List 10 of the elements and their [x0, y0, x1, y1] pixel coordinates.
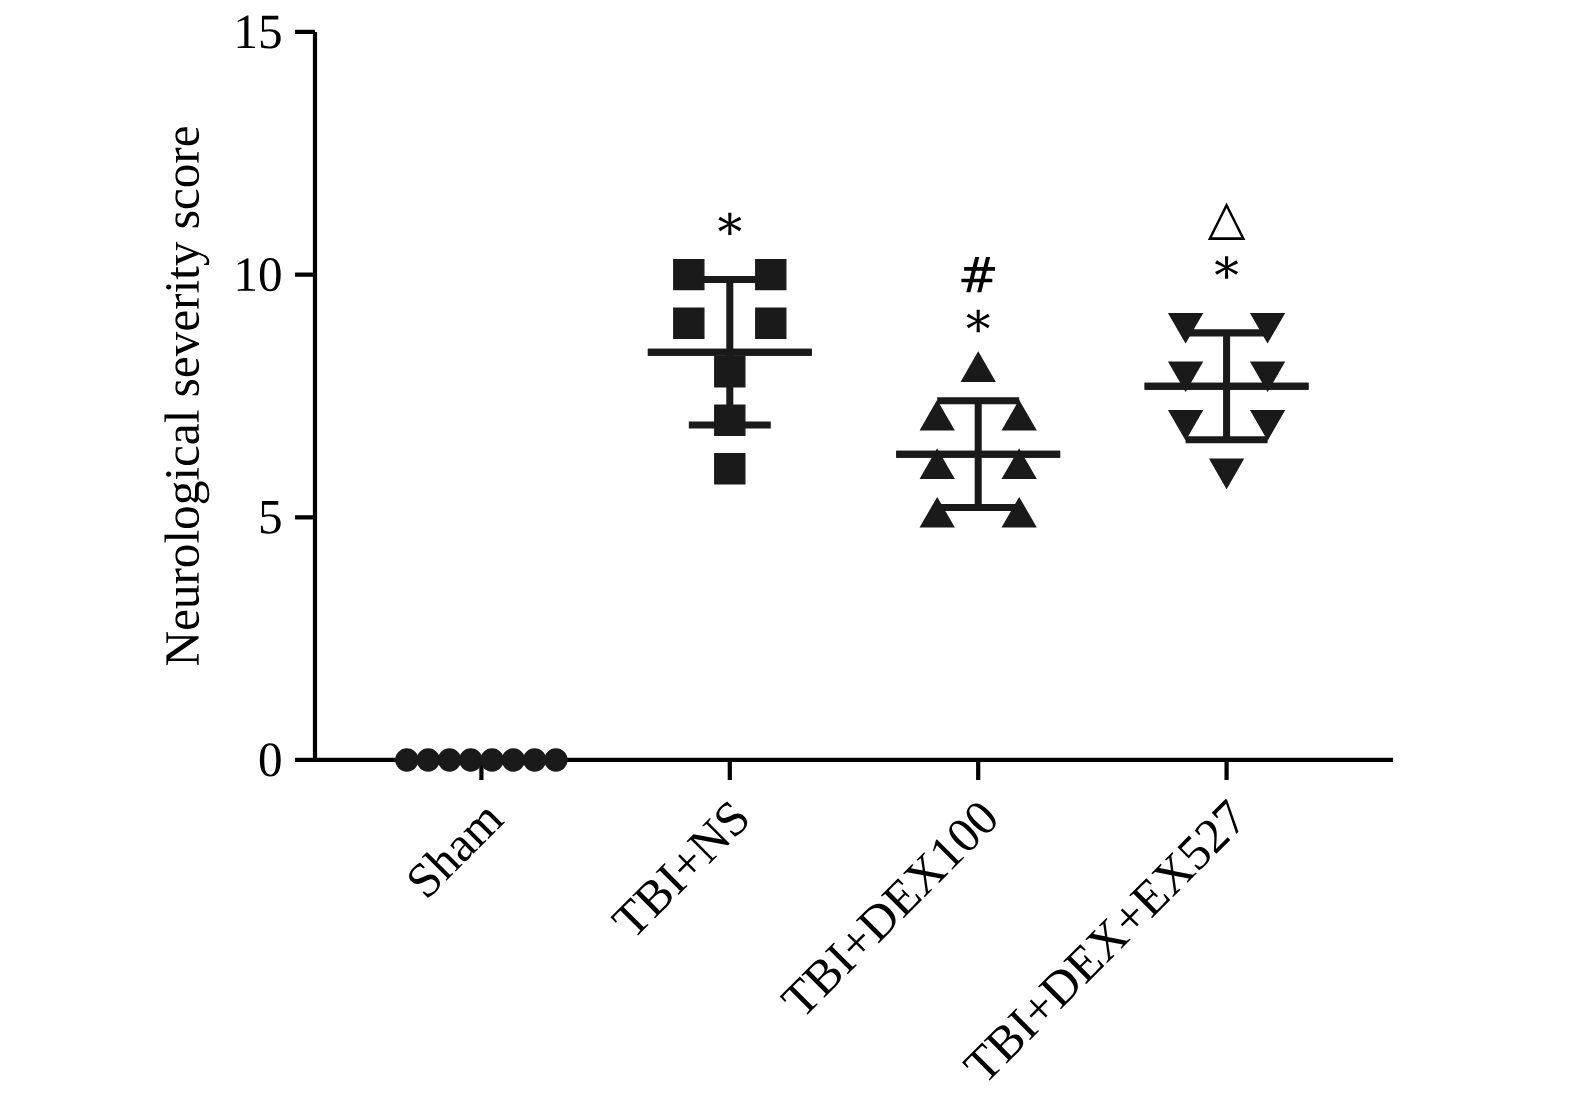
annotation: * [1215, 256, 1239, 279]
annotation: * [718, 212, 742, 236]
annotation: # [961, 257, 996, 293]
y-tick-label: 15 [237, 15, 281, 49]
y-tick-label: 5 [260, 501, 281, 534]
y-axis-title: Neurological severity score [164, 127, 210, 666]
y-tick-label: 0 [259, 743, 281, 777]
y-tick-label: 10 [237, 258, 281, 292]
annotation: △ [1207, 202, 1246, 241]
annotation: * [966, 309, 990, 333]
